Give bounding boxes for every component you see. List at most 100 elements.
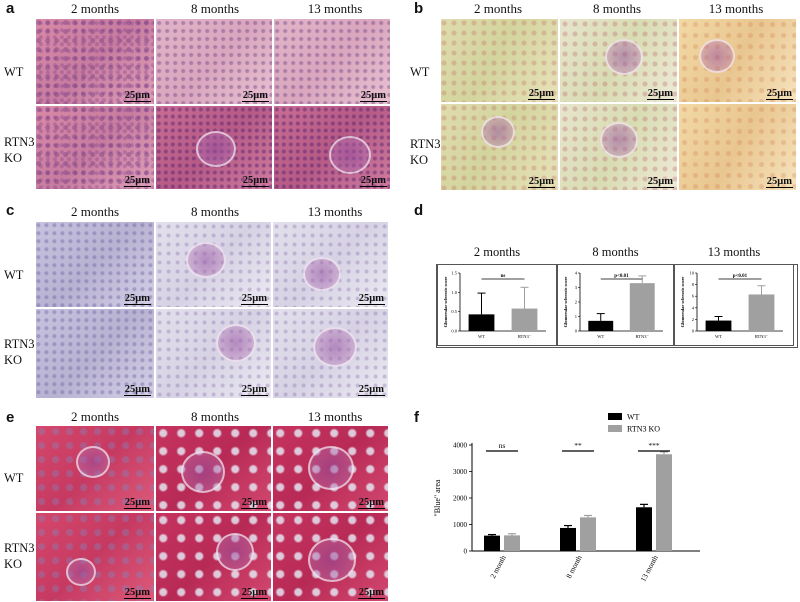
chart-f-ytick-label: 1000 [453, 521, 468, 529]
chart-f-bar [484, 535, 500, 551]
chart-d-svg-3: 0 2 4 6 8 10 Glomerular sclerosis score WT RTN3⁻… [680, 271, 783, 339]
image-e-wt-13m: 25μm [272, 425, 389, 512]
chart-f-ytick-label: 3000 [453, 468, 468, 476]
chart-d-ytick-label: 1.5 [451, 271, 457, 276]
chart-f-bar [560, 527, 576, 551]
chart-d-xtick-label: RTN3⁻ [518, 334, 532, 339]
image-a-ko-2m: 25μm [35, 105, 155, 190]
col-title-c-3: 13 months [307, 204, 363, 219]
image-b-wt-8m: 25μm [559, 18, 678, 103]
chart-f-annotation: ** [574, 441, 582, 450]
chart-d-box-2: 0 1 2 3 4 Glomerular sclerosis score WT RTN3⁻ p<… [557, 264, 674, 346]
chart-d-ylabel: Glomerular sclerosis score [443, 277, 448, 328]
image-e-ko-13m: 25μm [272, 512, 389, 602]
chart-d-bar [511, 308, 538, 331]
chart-d-annotation: p<0.01 [733, 274, 748, 279]
chart-d-title-3: 13 months [707, 245, 761, 259]
image-a-ko-13m: 25μm [273, 105, 391, 190]
chart-d-annotation: p<0.01 [614, 274, 629, 279]
chart-f-bar [656, 454, 672, 551]
chart-d-ytick-label: 0.5 [451, 309, 457, 314]
blue-area-chart: 0 1000 2000 3000 4000 "Blue" area ns 2 month ** 8… [433, 413, 700, 583]
chart-d-ytick-label: 0.0 [451, 329, 457, 334]
chart-d-ytick-label: 4 [575, 271, 578, 276]
image-c-ko-13m: 25μm [272, 308, 389, 399]
chart-f-ytick-label: 4000 [453, 442, 468, 450]
chart-d-ytick-label: 0 [692, 329, 695, 334]
chart-f-bar [504, 535, 520, 551]
chart-d-bar [629, 283, 655, 331]
chart-f-bar [636, 507, 652, 551]
col-title-a-2: 8 months [190, 1, 240, 16]
chart-d-xtick-label: WT [715, 334, 722, 339]
image-c-wt-2m: 25μm [35, 221, 155, 308]
row-title-e-ko: RTN3 KO [4, 541, 35, 571]
chart-f-ylabel: "Blue" area [433, 479, 442, 516]
row-title-b-ko: RTN3 KO [410, 137, 441, 167]
chart-f-legend-swatch [608, 413, 622, 420]
chart-d-xtick-label: RTN3⁻ [755, 334, 769, 339]
chart-d-ytick-label: 10 [690, 271, 695, 276]
chart-d-ylabel: Glomerular sclerosis score [563, 277, 568, 328]
col-title-c-2: 8 months [190, 204, 240, 219]
image-e-wt-8m: 25μm [155, 425, 272, 512]
col-title-b-3: 13 months [708, 1, 764, 16]
chart-f-xtick-label: 2 month [488, 553, 508, 579]
chart-d-box-1: 0.0 0.5 1.0 1.5 Glomerular sclerosis score WT… [437, 264, 557, 346]
chart-d-box-3: 0 2 4 6 8 10 Glomerular sclerosis score WT RTN3⁻… [674, 264, 794, 346]
image-c-ko-8m: 25μm [155, 308, 272, 399]
chart-f-annotation: ns [499, 441, 506, 450]
chart-d-xtick-label: RTN3⁻ [636, 334, 650, 339]
chart-d-title-1: 2 months [473, 245, 521, 259]
chart-f-xtick-label: 8 month [564, 553, 584, 579]
image-c-wt-13m: 25μm [272, 221, 389, 308]
image-e-wt-2m: 25μm [35, 425, 155, 512]
image-b-wt-13m: 25μm [678, 18, 797, 103]
col-title-c-1: 2 months [70, 204, 120, 219]
chart-f-annotation: *** [648, 441, 660, 450]
chart-f-legend-label: RTN3 KO [627, 425, 660, 434]
col-title-e-1: 2 months [70, 409, 120, 424]
col-title-b-2: 8 months [592, 1, 642, 16]
chart-d-svg-2: 0 1 2 3 4 Glomerular sclerosis score WT RTN3⁻ p<… [563, 271, 663, 339]
col-title-e-2: 8 months [190, 409, 240, 424]
chart-d-ytick-label: 8 [692, 282, 695, 287]
chart-d-ytick-label: 3 [575, 285, 578, 290]
chart-f-ytick-label: 0 [464, 548, 468, 556]
image-c-ko-2m: 25μm [35, 308, 155, 399]
row-title-b-wt: WT [410, 65, 430, 79]
col-title-e-3: 13 months [307, 409, 363, 424]
chart-d-bar [468, 314, 495, 331]
panel-label-a: a [6, 0, 15, 17]
image-a-wt-8m: 25μm [155, 18, 273, 105]
chart-d-title-2: 8 months [592, 245, 639, 259]
image-b-wt-2m: 25μm [440, 18, 559, 103]
image-b-ko-8m: 25μm [559, 103, 678, 191]
image-a-wt-2m: 25μm [35, 18, 155, 105]
col-title-a-3: 13 months [307, 1, 363, 16]
chart-d-ytick-label: 2 [692, 317, 694, 322]
row-title-a-wt: WT [4, 65, 24, 79]
panel-label-e: e [6, 409, 15, 426]
panel-label-f: f [414, 409, 419, 426]
chart-d-bar [588, 320, 614, 331]
image-a-wt-13m: 25μm [273, 18, 391, 105]
col-title-a-1: 2 months [70, 1, 120, 16]
chart-d-xtick-label: WT [478, 334, 485, 339]
chart-d-bar [705, 320, 732, 331]
panel-label-b: b [414, 0, 424, 17]
chart-f-ytick-label: 2000 [453, 495, 468, 503]
chart-d-annotation: ns [501, 274, 506, 279]
chart-d-ylabel: Glomerular sclerosis score [680, 277, 685, 328]
row-title-e-wt: WT [4, 471, 24, 485]
panel-label-c: c [6, 202, 15, 219]
image-a-ko-8m: 25μm [155, 105, 273, 190]
row-title-c-ko: RTN3 KO [4, 337, 35, 367]
chart-f-xtick-label: 13 month [638, 553, 659, 583]
chart-d-bar [748, 294, 775, 331]
col-title-b-1: 2 months [473, 1, 523, 16]
chart-f-bar [580, 517, 596, 551]
row-title-c-wt: WT [4, 268, 24, 282]
chart-d-ytick-label: 4 [692, 305, 695, 310]
